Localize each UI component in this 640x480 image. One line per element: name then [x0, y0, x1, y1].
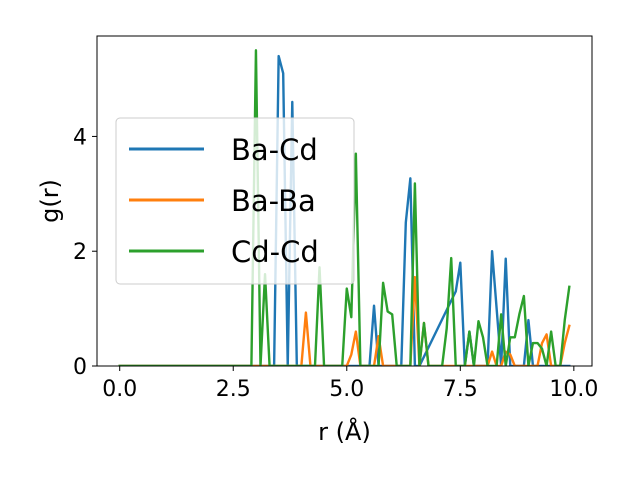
x-tick-label: 5.0	[329, 377, 364, 402]
legend-label-ba-ba: Ba-Ba	[231, 184, 316, 218]
x-axis-ticks: 0.0 2.5 5.0 7.5 10.0	[102, 366, 598, 402]
y-tick-label: 4	[73, 125, 87, 150]
x-tick-label: 0.0	[102, 377, 137, 402]
x-tick-label: 7.5	[443, 377, 478, 402]
legend-frame	[115, 117, 355, 285]
y-tick-label: 0	[73, 355, 87, 380]
legend-label-ba-cd: Ba-Cd	[231, 133, 318, 167]
x-tick-label: 10.0	[549, 377, 598, 402]
y-axis-label: g(r)	[36, 179, 64, 223]
y-axis-ticks: 0 2 4	[73, 125, 97, 380]
x-axis-label: r (Å)	[318, 417, 371, 446]
y-tick-label: 2	[73, 240, 87, 265]
plot-frame	[96, 35, 593, 367]
legend: Ba-Cd Ba-Ba Cd-Cd	[115, 117, 355, 285]
legend-label-cd-cd: Cd-Cd	[231, 235, 319, 269]
x-tick-label: 2.5	[216, 377, 251, 402]
